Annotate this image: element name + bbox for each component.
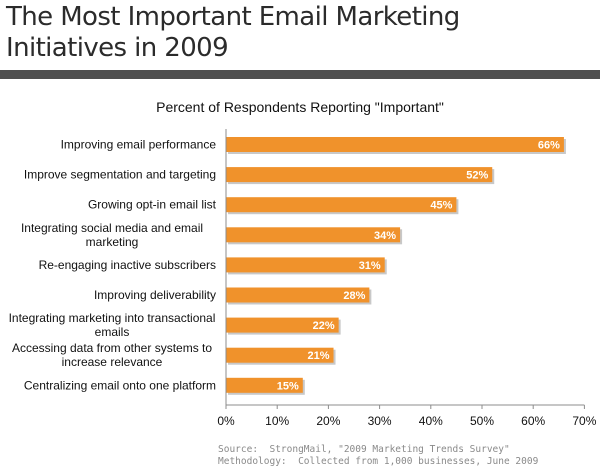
x-axis: 0% 10% 20% 30% 40% 50% 60% 70% bbox=[217, 129, 597, 428]
category-label: Re-engaging inactive subscribers bbox=[39, 258, 216, 272]
x-tick-label: 30% bbox=[368, 414, 392, 428]
data-label: 52% bbox=[466, 170, 488, 182]
category-label: Accessing data from other systems to incr… bbox=[12, 341, 212, 369]
bar bbox=[226, 167, 493, 183]
bar bbox=[226, 197, 457, 213]
chart-title: Percent of Respondents Reporting "Import… bbox=[156, 99, 444, 115]
bar bbox=[226, 137, 564, 152]
category-label: Centralizing email onto one platform bbox=[24, 378, 216, 392]
page-title: The Most Important Email Marketing Initi… bbox=[6, 2, 596, 64]
source-note: Source: StrongMail, "2009 Marketing Tren… bbox=[218, 444, 538, 468]
category-label: Improving email performance bbox=[61, 138, 217, 152]
data-label: 21% bbox=[307, 350, 329, 362]
category-label: Integrating social media and email market… bbox=[21, 221, 203, 249]
title-divider bbox=[0, 70, 600, 79]
data-label: 31% bbox=[359, 260, 381, 272]
bar bbox=[226, 377, 303, 393]
x-tick-label: 60% bbox=[521, 414, 545, 428]
data-label: 22% bbox=[313, 320, 335, 332]
bar bbox=[226, 257, 385, 273]
x-tick-label: 40% bbox=[419, 414, 443, 428]
methodology-text: Methodology: Collected from 1,000 busine… bbox=[218, 456, 539, 467]
bars-group: 66% 52% 45% 34% 31% 28% 22% 21% 15% bbox=[226, 137, 566, 395]
bar bbox=[226, 227, 401, 243]
x-tick-label: 70% bbox=[572, 414, 596, 428]
data-label: 28% bbox=[343, 290, 365, 302]
bar bbox=[226, 317, 339, 333]
x-tick-label: 0% bbox=[217, 414, 235, 428]
category-labels-group: Improving email performance Improve segme… bbox=[9, 138, 217, 393]
page-title-line-1: The Most Important Email Marketing bbox=[6, 2, 460, 32]
source-text: Source: StrongMail, "2009 Marketing Tren… bbox=[218, 444, 510, 455]
data-label: 15% bbox=[277, 380, 299, 392]
category-label: Integrating marketing into transactional… bbox=[9, 311, 216, 339]
category-label: Improve segmentation and targeting bbox=[24, 168, 216, 182]
page-title-line-2: Initiatives in 2009 bbox=[6, 33, 229, 63]
category-label: Growing opt-in email list bbox=[88, 198, 217, 212]
data-label: 34% bbox=[374, 230, 396, 242]
x-tick-label: 10% bbox=[265, 414, 289, 428]
bar-chart: Percent of Respondents Reporting "Import… bbox=[9, 99, 597, 428]
bar bbox=[226, 347, 334, 363]
x-tick-label: 50% bbox=[470, 414, 494, 428]
bar bbox=[226, 287, 370, 303]
category-label: Improving deliverability bbox=[94, 288, 216, 302]
data-label: 45% bbox=[430, 200, 452, 212]
data-label: 66% bbox=[538, 140, 560, 152]
x-tick-label: 20% bbox=[316, 414, 340, 428]
